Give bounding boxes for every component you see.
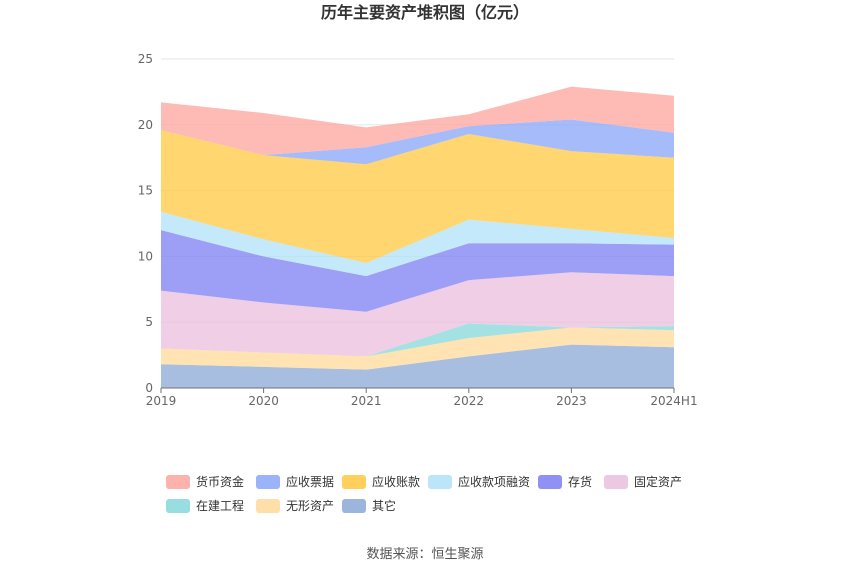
legend-label: 在建工程: [196, 498, 244, 513]
legend-swatch: [342, 499, 366, 513]
legend-label: 其它: [372, 498, 396, 513]
area-series-8: [161, 86, 674, 156]
legend-label: 应收账款: [372, 474, 420, 489]
legend-swatch: [256, 499, 280, 513]
legend-label: 存货: [568, 474, 592, 489]
x-tick-label: 2020: [248, 394, 279, 408]
x-tick-label: 2022: [454, 394, 485, 408]
y-tick-label: 15: [138, 184, 153, 198]
axes: 0 5 10 15 20 25 2019 2020 2021 2022 2023 2024H1: [138, 52, 698, 408]
legend-label: 无形资产: [286, 499, 334, 513]
legend-label: 应收款项融资: [458, 474, 530, 489]
area-series-4: [161, 230, 674, 312]
x-tick-label: 2021: [351, 394, 382, 408]
area-series-3: [161, 272, 674, 357]
legend-swatch: [604, 475, 628, 489]
x-tick-label: 2019: [146, 394, 177, 408]
x-tick-label: 2024H1: [650, 394, 697, 408]
y-tick-label: 20: [138, 118, 153, 132]
area-series-2: [161, 323, 674, 357]
legend-label: 应收票据: [286, 474, 334, 489]
area-series-1: [161, 327, 674, 370]
area-series: [161, 86, 674, 388]
legend-swatch: [342, 475, 366, 489]
y-tick-label: 10: [138, 249, 153, 263]
legend-swatch: [166, 475, 190, 489]
y-tick-label: 5: [145, 315, 153, 329]
y-tick-label: 0: [145, 381, 153, 395]
legend-label: 货币资金: [196, 474, 244, 489]
legend-swatch: [538, 475, 562, 489]
x-tick-label: 2023: [556, 394, 587, 408]
legend-swatch: [428, 475, 452, 489]
legend-swatch: [256, 475, 280, 489]
area-series-7: [161, 119, 674, 165]
area-series-6: [161, 130, 674, 263]
data-source-note: 数据来源：恒生聚源: [366, 547, 483, 562]
chart-title: 历年主要资产堆积图（亿元）: [321, 3, 529, 22]
legend-label: 固定资产: [634, 474, 682, 489]
legend-swatch: [166, 499, 190, 513]
area-series-0: [161, 344, 674, 388]
y-tick-label: 25: [138, 52, 153, 66]
area-series-5: [161, 211, 674, 277]
